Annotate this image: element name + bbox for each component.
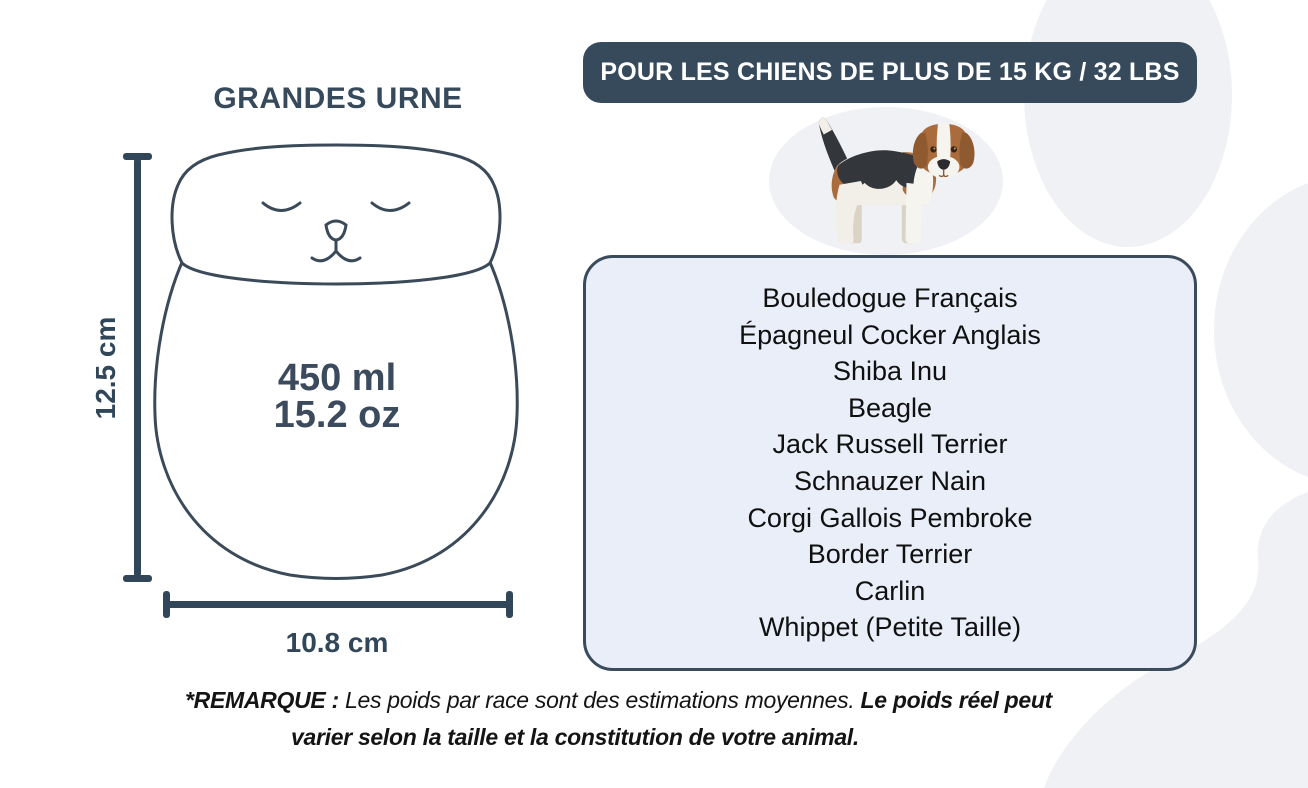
breed-item: Schnauzer Nain (793, 466, 987, 496)
urn-size-title: GRANDES URNE (213, 82, 463, 115)
width-dimension-cap-left (163, 591, 170, 618)
breed-item: Border Terrier (807, 539, 973, 570)
footnote-prefix: *REMARQUE : (185, 687, 339, 713)
breed-item: Bouledogue Français (762, 283, 1018, 314)
width-dimension-line (166, 601, 510, 608)
beagle-dog-icon (818, 117, 975, 244)
footnote-line-2: varier selon la taille et la constitutio… (290, 724, 859, 750)
footnote-bold-text: Le poids réel peut (860, 687, 1053, 713)
weight-badge: POUR LES CHIENS DE PLUS DE 15 KG / 32 LB… (583, 42, 1197, 103)
weight-badge-label: POUR LES CHIENS DE PLUS DE 15 KG / 32 LB… (600, 58, 1180, 86)
volume-ml: 450 ml (277, 357, 397, 399)
breed-item: Shiba Inu (832, 356, 948, 387)
urn-volume-text: 450 ml 15.2 oz (187, 357, 487, 436)
height-dimension-line (134, 158, 141, 577)
breeds-box: Bouledogue Français Épagneul Cocker Angl… (583, 255, 1197, 671)
width-dimension-label: 10.8 cm (285, 627, 389, 658)
breed-item: Corgi Gallois Pembroke (747, 502, 1033, 533)
breed-item: Épagneul Cocker Anglais (739, 319, 1041, 350)
footnote-normal-text: Les poids par race sont des estimations … (344, 687, 855, 713)
breed-item: Carlin (854, 575, 926, 606)
height-dimension-label: 12.5 cm (90, 316, 121, 420)
height-dimension-cap-bottom (123, 575, 152, 582)
footnote: *REMARQUE : Les poids par race sont des … (185, 682, 1052, 756)
cat-urn-outline-drawing (153, 143, 519, 580)
volume-oz: 15.2 oz (273, 394, 401, 436)
width-dimension-cap-right (506, 591, 513, 618)
footnote-line-1: *REMARQUE : Les poids par race sont des … (185, 682, 1052, 719)
breed-item: Jack Russell Terrier (772, 429, 1008, 460)
height-dimension-cap-top (123, 153, 152, 160)
breed-item: Beagle (847, 392, 933, 423)
breed-item: Whippet (Petite Taille) (758, 612, 1022, 643)
